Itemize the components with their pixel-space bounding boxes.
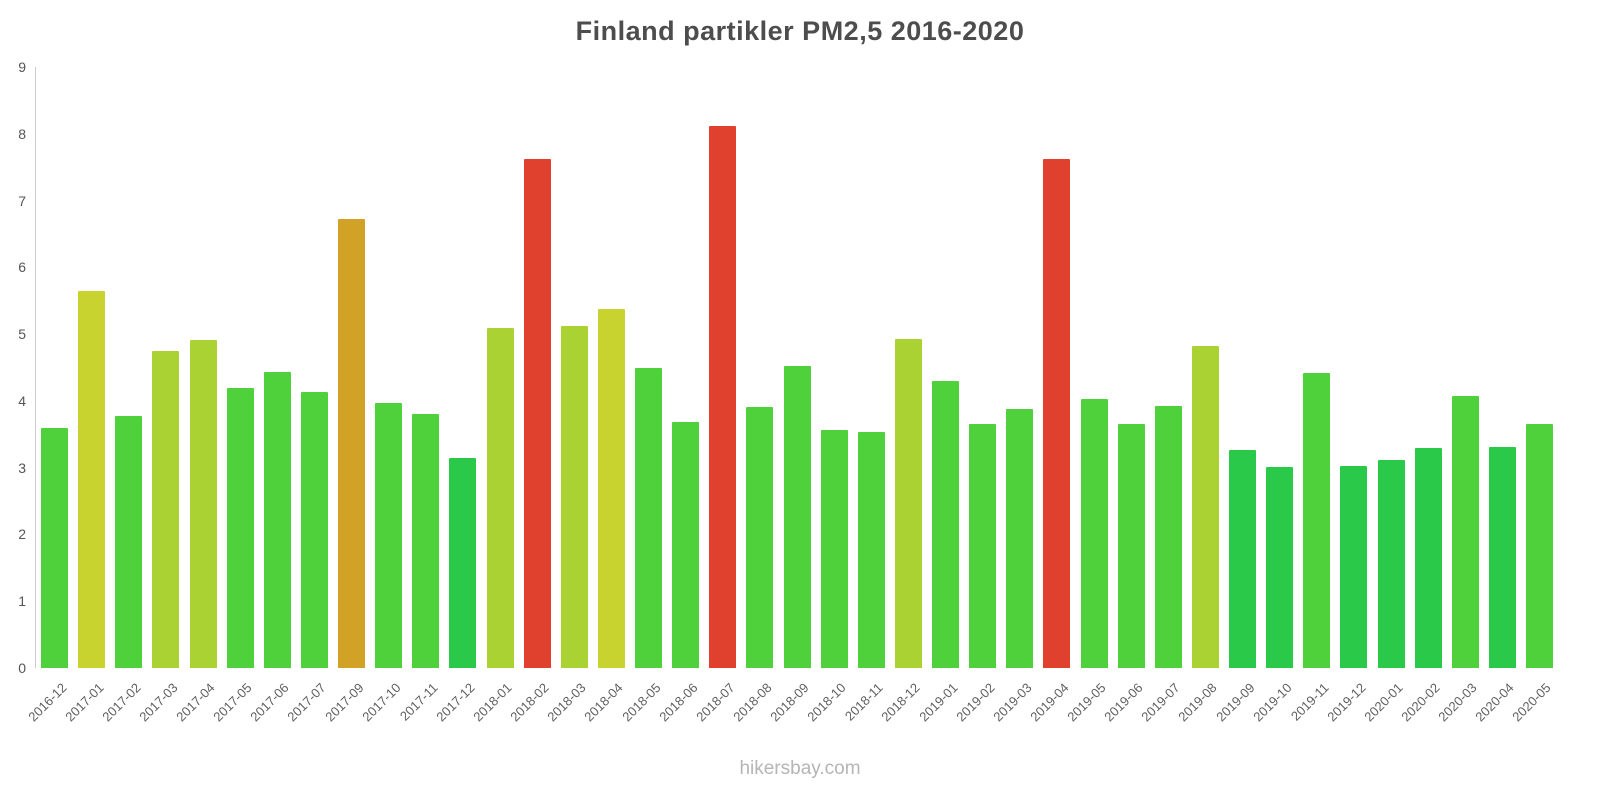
bar[interactable] <box>597 308 625 668</box>
bar[interactable] <box>523 159 551 668</box>
bar[interactable] <box>635 368 662 668</box>
bar[interactable] <box>783 365 811 668</box>
bar[interactable] <box>1154 405 1182 668</box>
y-tick-label: 1 <box>18 593 26 610</box>
bar[interactable] <box>449 457 477 668</box>
y-tick-label: 9 <box>18 59 26 75</box>
bar[interactable] <box>709 126 737 668</box>
bar[interactable] <box>300 391 328 668</box>
bar[interactable] <box>1266 467 1294 668</box>
bar[interactable] <box>969 424 997 668</box>
bar[interactable] <box>1043 158 1071 668</box>
bar[interactable] <box>41 427 69 668</box>
bar[interactable] <box>932 380 959 668</box>
bar[interactable] <box>263 371 291 668</box>
bar[interactable] <box>412 414 440 668</box>
y-tick-label: 4 <box>18 392 26 409</box>
y-tick-label: 5 <box>18 326 26 343</box>
bar[interactable] <box>820 429 848 668</box>
y-tick-label: 8 <box>18 125 26 142</box>
y-tick-label: 0 <box>18 660 26 676</box>
bar[interactable] <box>1303 372 1331 668</box>
y-axis <box>35 67 36 668</box>
y-tick-label: 2 <box>18 526 26 543</box>
bar[interactable] <box>894 338 922 668</box>
y-tick-label: 3 <box>18 459 26 476</box>
bar[interactable] <box>1488 447 1516 668</box>
bar[interactable] <box>226 388 254 668</box>
bar[interactable] <box>1191 346 1219 668</box>
bar[interactable] <box>560 326 588 668</box>
bar[interactable] <box>375 402 403 668</box>
bar[interactable] <box>857 431 885 668</box>
bar[interactable] <box>1229 449 1256 668</box>
bar[interactable] <box>486 328 514 668</box>
y-tick-label: 7 <box>18 192 26 209</box>
y-tick-label: 6 <box>18 259 26 276</box>
bar[interactable] <box>1451 396 1479 668</box>
bar[interactable] <box>78 290 106 668</box>
bar[interactable] <box>1080 398 1108 668</box>
bar[interactable] <box>115 415 143 668</box>
watermark: hikersbay.com <box>739 758 861 779</box>
bar[interactable] <box>746 406 774 668</box>
bar[interactable] <box>672 422 700 668</box>
bar[interactable] <box>1117 424 1145 668</box>
bar[interactable] <box>1006 408 1034 668</box>
bar[interactable] <box>1377 459 1405 668</box>
bar[interactable] <box>338 218 365 668</box>
bar[interactable] <box>152 350 180 668</box>
bar[interactable] <box>1525 423 1553 668</box>
bar[interactable] <box>1340 465 1368 668</box>
bar[interactable] <box>1414 447 1442 668</box>
bar[interactable] <box>189 340 217 668</box>
chart-title: Finland partikler PM2,5 2016-2020 <box>575 16 1025 46</box>
